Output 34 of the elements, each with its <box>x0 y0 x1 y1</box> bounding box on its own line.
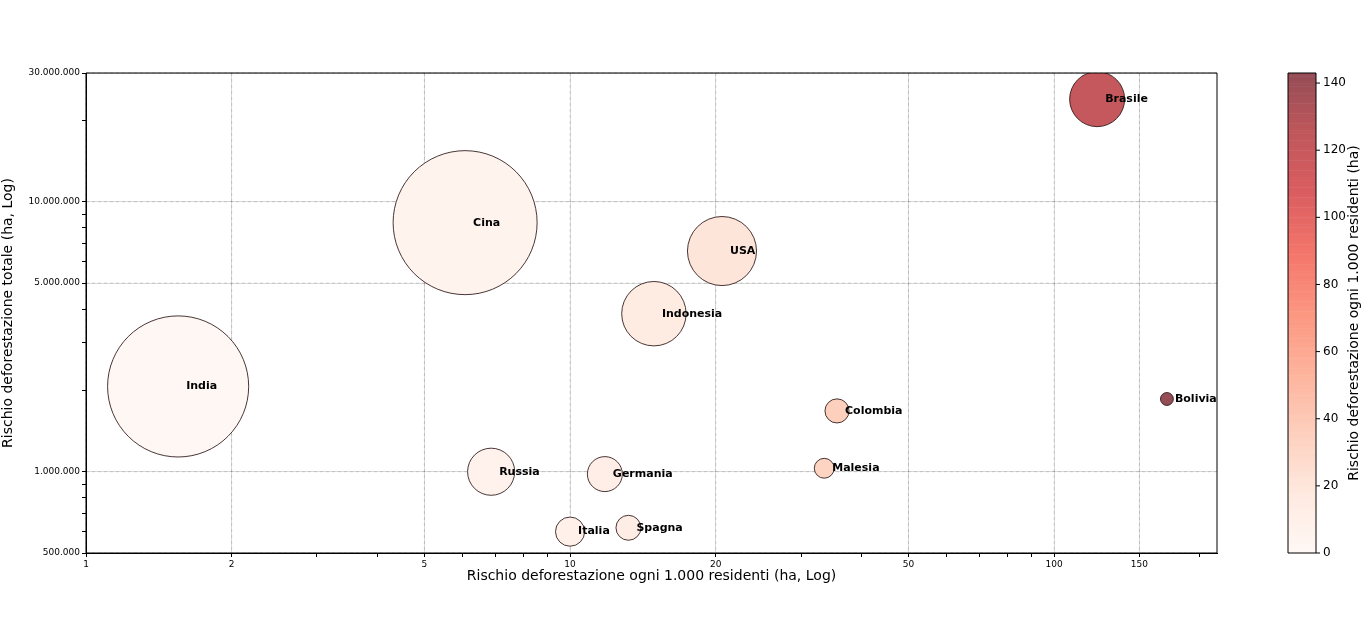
annotation: Colombia <box>845 403 903 417</box>
x-tick-label: 20 <box>710 558 722 569</box>
y-tick-label: 30.000.000 <box>28 67 81 78</box>
x-tick-label: 50 <box>902 558 915 569</box>
x-tick-label: 1 <box>83 558 89 569</box>
annotation: Spagna <box>636 520 683 534</box>
x-axis-title: Rischio deforestazione ogni 1.000 residenti (ha, Log) <box>466 567 837 584</box>
x-tick-label: 150 <box>1130 558 1149 569</box>
color-bar-label: 0 <box>1323 545 1331 560</box>
y-tick-label: 500.000 <box>42 547 81 558</box>
color-bar-label: 60 <box>1323 343 1339 358</box>
annotation: India <box>186 379 218 393</box>
color-bar-label: 40 <box>1323 410 1339 425</box>
x-tick-label: 100 <box>1045 558 1063 569</box>
x-tick-label: 10 <box>564 558 577 569</box>
color-bar-label: 80 <box>1323 276 1339 291</box>
annotation: Italia <box>578 524 610 538</box>
annotation: Germania <box>612 466 673 480</box>
y-tick-label: 10.000.000 <box>28 196 81 207</box>
y-tick-label: 1.000.000 <box>34 466 81 477</box>
annotation: Indonesia <box>661 306 723 320</box>
color-bar-label: 100 <box>1323 209 1346 224</box>
annotation: Malesia <box>832 461 880 475</box>
annotation: Bolivia <box>1174 391 1217 405</box>
y-tick-label: 5.000.000 <box>34 277 81 288</box>
color-bar-title: Rischio deforestazione ogni 1.000 residenti (ha) <box>1344 145 1361 481</box>
annotation: USA <box>730 243 756 257</box>
color-bar-label: 120 <box>1323 142 1346 157</box>
x-tick-label: 2 <box>228 558 235 569</box>
x-tick-label: 5 <box>421 558 428 569</box>
y-axis-title: Rischio deforestazione totale (ha, Log) <box>0 178 16 448</box>
color-bar-label: 140 <box>1323 75 1346 90</box>
color-bar-label: 20 <box>1323 477 1339 492</box>
annotation: Cina <box>473 215 501 229</box>
